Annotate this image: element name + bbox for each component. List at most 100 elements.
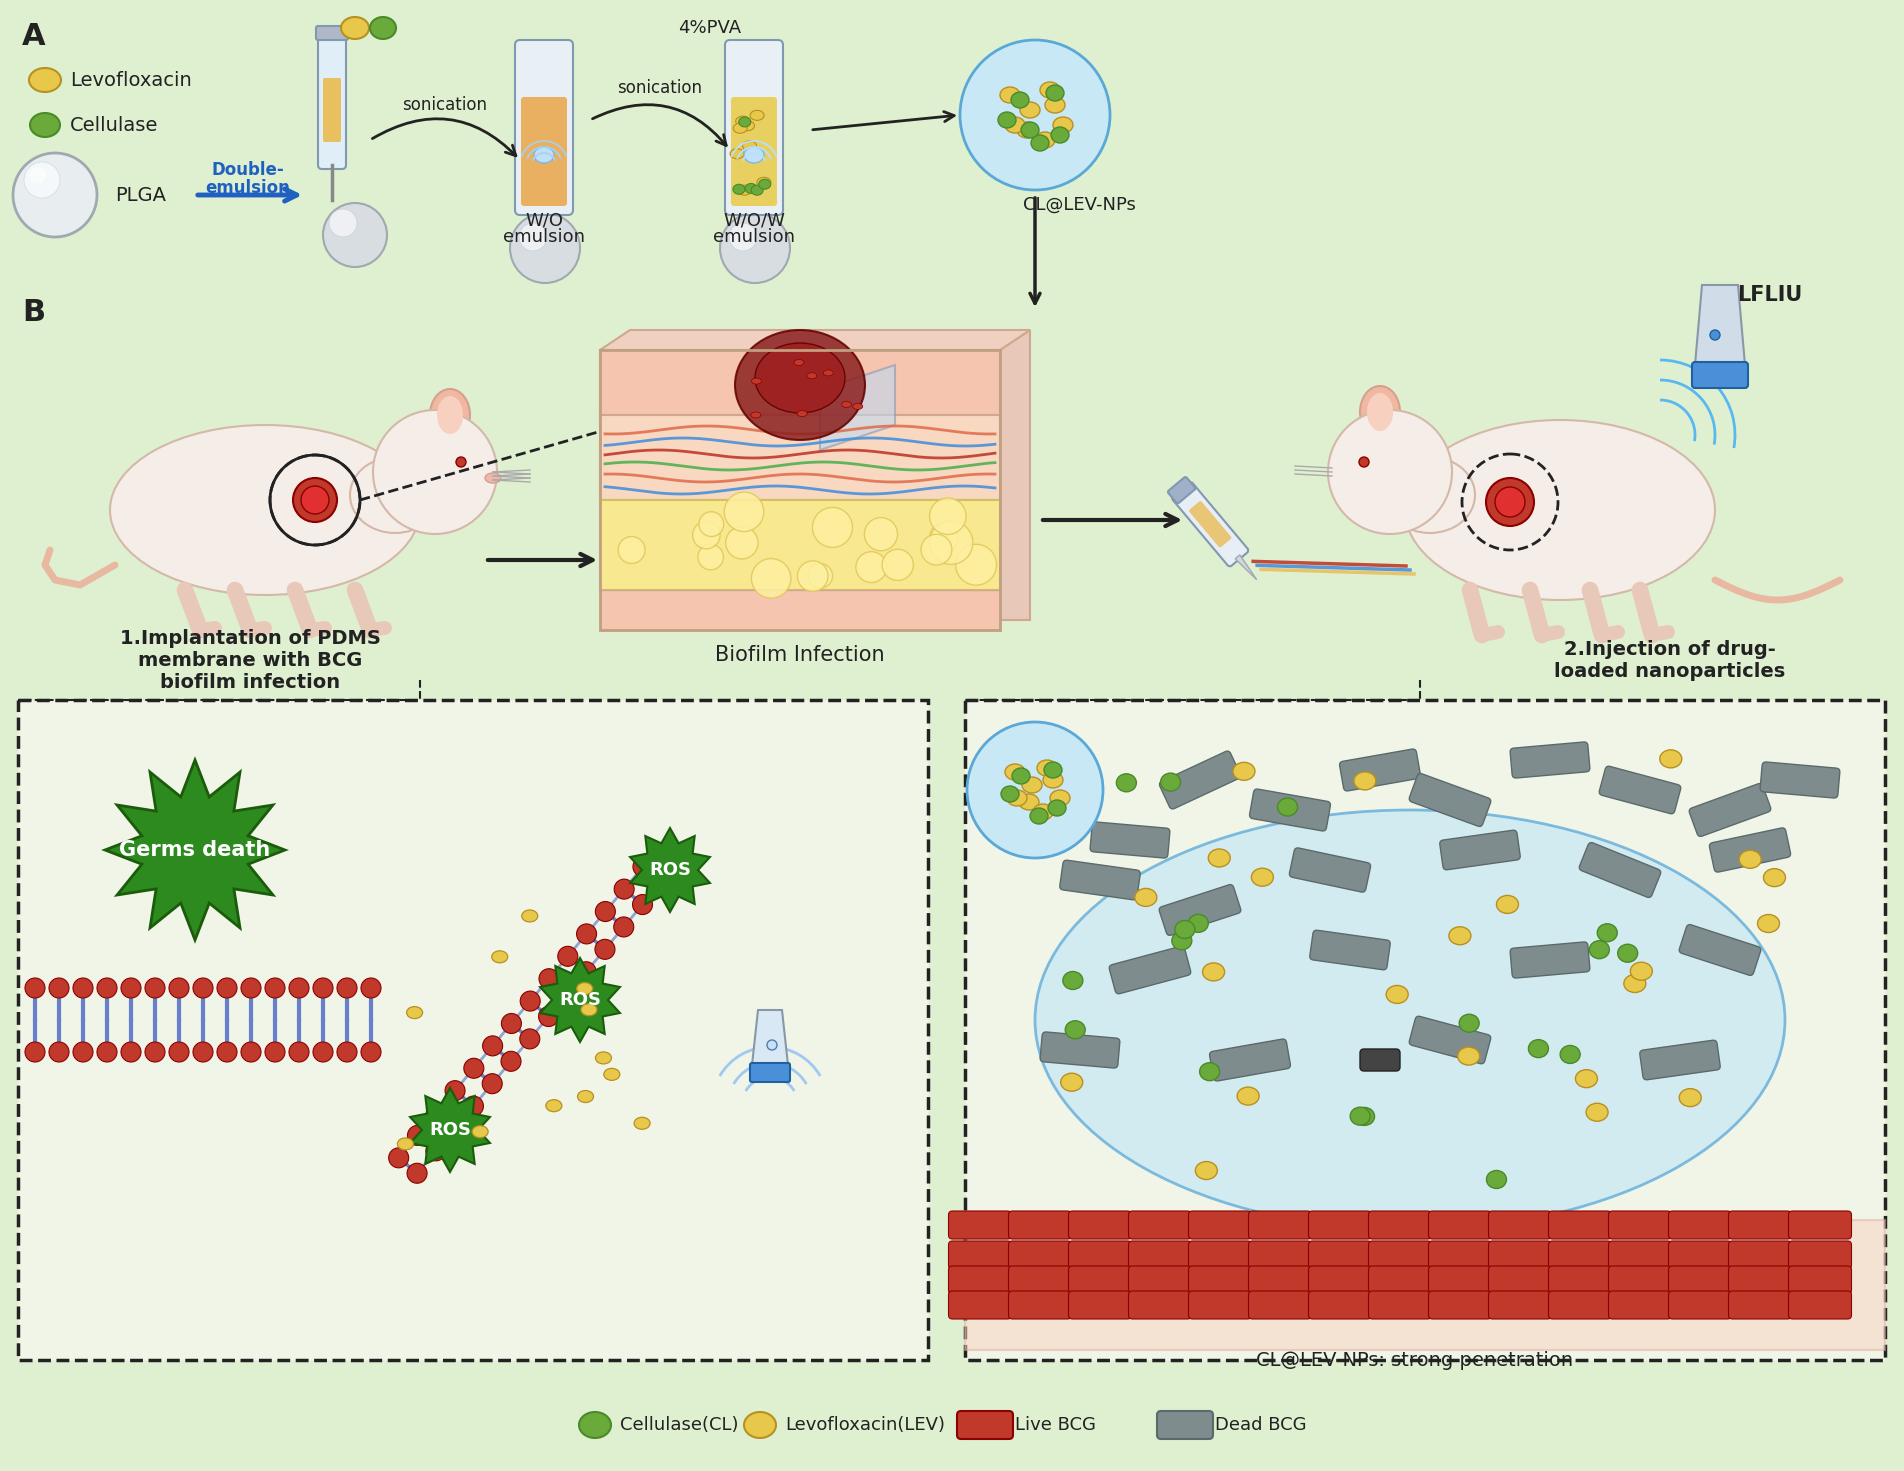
Ellipse shape <box>29 68 61 93</box>
Ellipse shape <box>998 112 1017 128</box>
Ellipse shape <box>1630 962 1653 980</box>
Circle shape <box>324 203 387 268</box>
Ellipse shape <box>744 147 764 163</box>
Ellipse shape <box>486 474 501 482</box>
FancyBboxPatch shape <box>1788 1267 1851 1294</box>
FancyBboxPatch shape <box>948 1211 1011 1239</box>
FancyBboxPatch shape <box>1308 1242 1371 1269</box>
Ellipse shape <box>1000 87 1021 103</box>
Ellipse shape <box>577 983 592 994</box>
Ellipse shape <box>522 911 537 922</box>
Ellipse shape <box>407 1006 423 1018</box>
FancyBboxPatch shape <box>1428 1242 1491 1269</box>
Ellipse shape <box>1043 772 1062 788</box>
Text: 2.Injection of drug-
loaded nanoparticles: 2.Injection of drug- loaded nanoparticle… <box>1554 640 1786 681</box>
Circle shape <box>1495 487 1525 516</box>
Ellipse shape <box>823 369 834 377</box>
FancyBboxPatch shape <box>1167 477 1196 503</box>
Circle shape <box>520 1028 541 1049</box>
Polygon shape <box>821 365 895 450</box>
Ellipse shape <box>1757 915 1780 933</box>
Text: ROS: ROS <box>649 861 691 880</box>
Ellipse shape <box>430 388 470 441</box>
Circle shape <box>729 224 758 252</box>
Circle shape <box>312 1041 333 1062</box>
FancyBboxPatch shape <box>1188 1242 1251 1269</box>
Text: Levofloxacin(LEV): Levofloxacin(LEV) <box>784 1417 944 1434</box>
Text: ROS: ROS <box>428 1121 470 1139</box>
FancyBboxPatch shape <box>1209 1039 1291 1081</box>
FancyBboxPatch shape <box>1788 1292 1851 1319</box>
Ellipse shape <box>1586 1103 1609 1121</box>
FancyBboxPatch shape <box>1510 941 1590 978</box>
Text: 4%PVA: 4%PVA <box>678 19 741 37</box>
FancyBboxPatch shape <box>1308 1267 1371 1294</box>
Circle shape <box>1359 457 1369 466</box>
Circle shape <box>693 521 720 549</box>
Ellipse shape <box>1188 915 1209 933</box>
Circle shape <box>312 978 333 997</box>
Ellipse shape <box>1449 927 1472 944</box>
Text: PLGA: PLGA <box>114 185 166 204</box>
FancyBboxPatch shape <box>725 40 783 215</box>
FancyBboxPatch shape <box>1609 1267 1672 1294</box>
Circle shape <box>558 946 577 966</box>
Text: B: B <box>23 299 46 327</box>
Ellipse shape <box>1005 118 1024 132</box>
Circle shape <box>520 224 546 252</box>
Circle shape <box>651 872 672 893</box>
FancyBboxPatch shape <box>1359 1049 1399 1071</box>
FancyBboxPatch shape <box>1068 1267 1131 1294</box>
Ellipse shape <box>1043 762 1062 778</box>
Polygon shape <box>541 958 621 1041</box>
FancyBboxPatch shape <box>1548 1211 1611 1239</box>
Circle shape <box>25 1041 46 1062</box>
FancyBboxPatch shape <box>1693 362 1748 388</box>
Circle shape <box>265 1041 286 1062</box>
Ellipse shape <box>750 110 764 121</box>
FancyBboxPatch shape <box>1729 1267 1792 1294</box>
Ellipse shape <box>533 147 554 163</box>
Circle shape <box>767 1040 777 1050</box>
Ellipse shape <box>1005 763 1024 780</box>
FancyBboxPatch shape <box>1439 830 1519 869</box>
Text: Dead BCG: Dead BCG <box>1215 1417 1306 1434</box>
Ellipse shape <box>750 185 764 196</box>
Ellipse shape <box>604 1068 621 1080</box>
FancyBboxPatch shape <box>1409 774 1491 827</box>
FancyBboxPatch shape <box>1009 1242 1072 1269</box>
Circle shape <box>97 978 116 997</box>
Ellipse shape <box>735 116 750 127</box>
Ellipse shape <box>1251 868 1274 886</box>
Polygon shape <box>752 1011 788 1065</box>
Ellipse shape <box>842 402 851 407</box>
Ellipse shape <box>853 403 863 409</box>
FancyBboxPatch shape <box>1510 741 1590 778</box>
Circle shape <box>632 894 653 915</box>
Circle shape <box>501 1014 522 1034</box>
Ellipse shape <box>1036 811 1786 1230</box>
Ellipse shape <box>1036 132 1055 149</box>
Circle shape <box>929 499 965 534</box>
FancyBboxPatch shape <box>1668 1211 1731 1239</box>
Ellipse shape <box>794 359 803 365</box>
Polygon shape <box>1236 555 1257 580</box>
Ellipse shape <box>1047 800 1066 816</box>
Circle shape <box>539 969 560 989</box>
Circle shape <box>145 1041 166 1062</box>
Circle shape <box>807 563 832 588</box>
Circle shape <box>72 1041 93 1062</box>
Ellipse shape <box>1559 1046 1580 1064</box>
FancyBboxPatch shape <box>948 1242 1011 1269</box>
Ellipse shape <box>579 1412 611 1439</box>
Ellipse shape <box>472 1125 487 1137</box>
FancyBboxPatch shape <box>1428 1292 1491 1319</box>
Circle shape <box>1485 478 1535 527</box>
Circle shape <box>145 978 166 997</box>
FancyBboxPatch shape <box>1729 1292 1792 1319</box>
Ellipse shape <box>438 396 463 434</box>
Circle shape <box>337 1041 358 1062</box>
FancyBboxPatch shape <box>522 97 567 206</box>
FancyBboxPatch shape <box>1679 925 1761 975</box>
Ellipse shape <box>735 330 864 440</box>
